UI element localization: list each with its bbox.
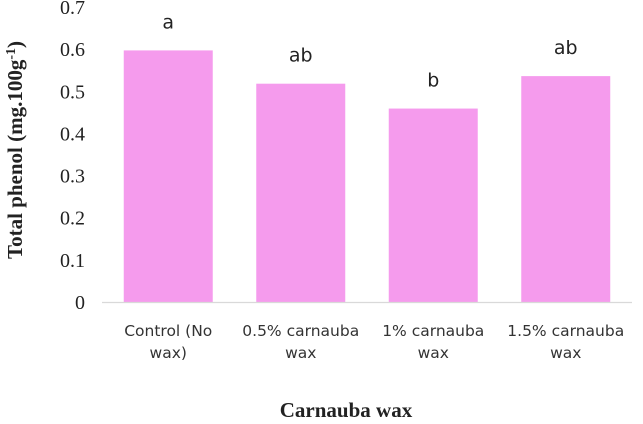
x-tick-label: wax xyxy=(418,344,449,362)
x-tick-label: 1% carnauba xyxy=(382,322,484,340)
bar-data-label: a xyxy=(162,11,174,33)
y-tick-label: 0.2 xyxy=(60,208,85,230)
data-labels: a ab b ab xyxy=(162,11,577,91)
bar-data-label: ab xyxy=(289,45,313,67)
bar xyxy=(388,108,478,302)
bar xyxy=(123,50,213,303)
x-tick-label: 1.5% carnauba xyxy=(507,322,624,340)
bar xyxy=(521,76,611,302)
y-axis-title-close: ) xyxy=(3,41,27,48)
y-axis-title: Total phenol (mg.100g-1) xyxy=(3,41,27,259)
bar-data-label: b xyxy=(427,70,439,92)
y-tick-labels: 0 0.1 0.2 0.3 0.4 0.5 0.6 0.7 xyxy=(60,0,85,314)
x-tick-label: 0.5% carnauba xyxy=(242,322,359,340)
y-tick-label: 0.5 xyxy=(60,81,85,103)
y-axis-title-main: Total phenol (mg.100g xyxy=(3,59,27,259)
bar xyxy=(256,83,346,302)
y-tick-label: 0.6 xyxy=(60,39,85,61)
y-tick-label: 0.4 xyxy=(60,123,85,145)
x-tick-label: wax) xyxy=(150,344,187,362)
y-tick-label: 0 xyxy=(75,292,85,314)
bars xyxy=(123,50,611,303)
x-axis-title: Carnauba wax xyxy=(280,398,413,422)
y-tick-label: 0.1 xyxy=(60,250,85,272)
x-tick-label: wax xyxy=(285,344,316,362)
y-axis-title-superscript: -1 xyxy=(4,48,19,60)
x-tick-label: Control (No xyxy=(124,322,212,340)
y-tick-label: 0.7 xyxy=(60,0,85,19)
y-tick-label: 0.3 xyxy=(60,166,85,188)
bar-data-label: ab xyxy=(554,37,578,59)
x-tick-labels: Control (No wax) 0.5% carnauba wax 1% carnau… xyxy=(124,322,624,362)
x-tick-label: wax xyxy=(550,344,581,362)
